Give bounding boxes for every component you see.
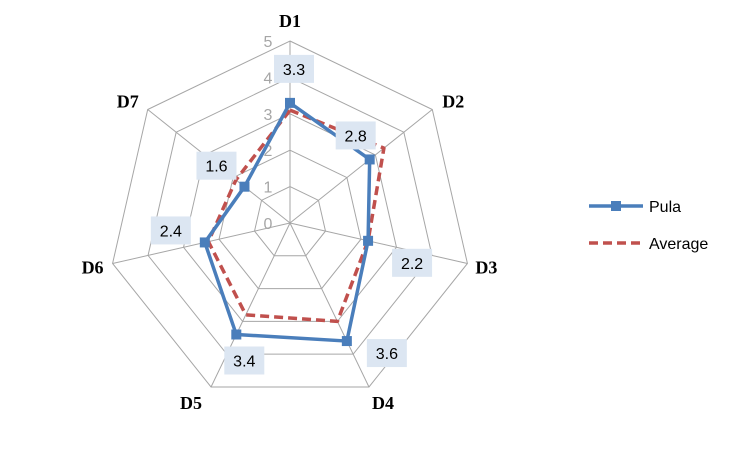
ring-tick-label: 0 — [264, 216, 273, 233]
spoke-d5 — [210, 222, 291, 388]
axis-label-d5: D5 — [180, 393, 202, 413]
point-pula-d1 — [285, 97, 295, 108]
ring-tick-label: 3 — [264, 107, 273, 124]
point-pula-d7 — [239, 181, 250, 192]
grid-ring-5 — [112, 40, 468, 388]
data-label-box — [366, 339, 407, 368]
data-label-pula-d3: 2.2 — [392, 248, 433, 277]
legend-item-average: Average — [589, 236, 708, 253]
radar-grid: 0 1 2 3 4 5 — [112, 34, 468, 388]
grid-ring-4 — [147, 76, 433, 355]
data-label-pula-d2: 2.8 — [335, 121, 376, 150]
data-label-pula-d5: 3.4 — [224, 346, 265, 375]
point-pula-d6 — [199, 237, 210, 248]
axis-label-d4: D4 — [372, 393, 394, 413]
grid-ring-1 — [253, 186, 327, 257]
grid-ring-2 — [218, 149, 362, 290]
data-label-value: 2.4 — [160, 223, 182, 240]
labels-layer: D1 D2 D3 D4 D5 D6 D7 3.3 2.8 2.2 3.6 3.4 2.4 1.6 — [82, 11, 498, 413]
data-label-pula-d4: 3.6 — [366, 339, 407, 368]
data-label-box — [335, 121, 376, 150]
legend: Pula Average — [589, 199, 708, 253]
data-label-value: 3.3 — [283, 62, 305, 79]
data-label-value: 2.8 — [345, 128, 367, 145]
legend-label-pula: Pula — [649, 199, 681, 216]
data-label-box — [274, 54, 314, 83]
spoke-d2 — [289, 109, 433, 224]
point-pula-d4 — [341, 336, 352, 347]
legend-label-average: Average — [649, 236, 708, 253]
legend-marker-pula — [611, 201, 621, 211]
data-label-pula-d6: 2.4 — [150, 216, 191, 245]
data-label-value: 1.6 — [205, 159, 227, 176]
series-pula-line — [203, 101, 372, 343]
ring-tick-label: 5 — [264, 34, 273, 51]
ring-tick-label: 1 — [264, 180, 273, 197]
data-label-box — [224, 346, 265, 375]
series-average-line — [206, 108, 386, 324]
axis-label-d2: D2 — [442, 92, 464, 112]
data-label-value: 3.4 — [233, 354, 255, 371]
point-pula-d5 — [231, 329, 242, 340]
ring-tick-label: 2 — [264, 143, 273, 160]
data-label-box — [150, 216, 191, 245]
ring-tick-label: 4 — [264, 70, 273, 87]
point-pula-d3 — [363, 235, 374, 246]
point-pula-d2 — [364, 154, 375, 165]
data-label-value: 3.6 — [376, 346, 398, 363]
series-layer — [199, 97, 386, 347]
axis-label-d3: D3 — [475, 257, 497, 277]
spoke-d4 — [289, 222, 370, 388]
data-label-box — [196, 151, 237, 180]
axis-label-d6: D6 — [82, 257, 104, 277]
data-label-value: 2.2 — [401, 256, 423, 273]
axis-label-d1: D1 — [279, 11, 301, 31]
data-label-box — [392, 248, 433, 277]
legend-item-pula: Pula — [589, 199, 681, 216]
axis-label-d7: D7 — [117, 92, 139, 112]
spoke-d3 — [289, 222, 468, 264]
data-label-pula-d7: 1.6 — [196, 151, 237, 180]
data-label-pula-d1: 3.3 — [274, 54, 314, 83]
